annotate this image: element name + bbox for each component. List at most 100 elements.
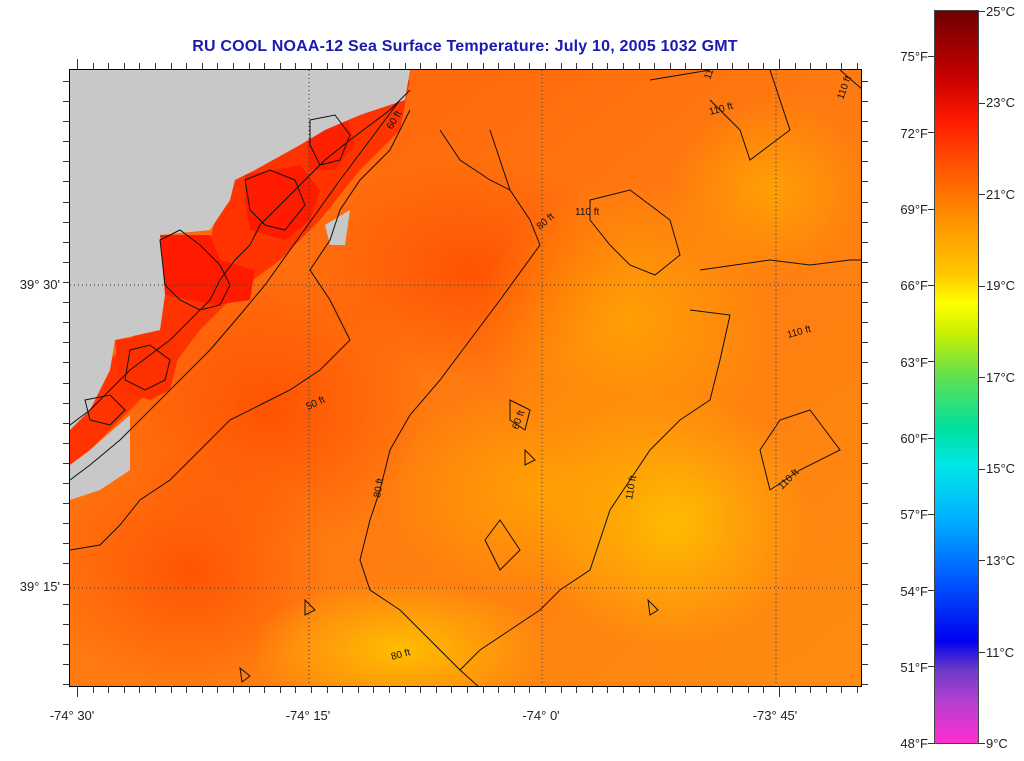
lat-tick xyxy=(63,222,69,223)
graticule xyxy=(70,70,861,686)
lon-tick xyxy=(139,687,140,693)
colorbar-label-celsius: 21°C xyxy=(986,187,1016,202)
colorbar-label-fahrenheit: 75°F xyxy=(900,49,928,64)
lon-tick xyxy=(186,687,187,693)
colorbar-label-fahrenheit: 72°F xyxy=(900,126,928,141)
colorbar-tick xyxy=(979,286,985,287)
lat-tick xyxy=(862,302,868,303)
cool-patch xyxy=(670,100,861,280)
lat-tick xyxy=(63,523,69,524)
coastline xyxy=(70,89,411,481)
lon-tick xyxy=(639,63,640,69)
lon-tick xyxy=(155,687,156,693)
lon-tick xyxy=(592,687,593,693)
lon-tick xyxy=(748,687,749,693)
lon-tick xyxy=(77,687,78,697)
lon-tick xyxy=(233,687,234,693)
lon-tick xyxy=(795,687,796,693)
lon-tick xyxy=(561,687,562,693)
lat-tick xyxy=(63,624,69,625)
lat-tick xyxy=(862,483,868,484)
lon-tick xyxy=(249,63,250,69)
lat-tick xyxy=(862,443,868,444)
lon-tick xyxy=(732,63,733,69)
colorbar-label-fahrenheit: 54°F xyxy=(900,584,928,599)
lon-tick xyxy=(639,687,640,693)
temperature-colorbar xyxy=(934,10,979,744)
lon-tick xyxy=(280,687,281,693)
contour-label: 80 ft xyxy=(372,477,386,498)
lon-tick xyxy=(763,63,764,69)
lon-tick xyxy=(93,687,94,693)
lon-tick xyxy=(498,63,499,69)
lon-tick xyxy=(217,687,218,693)
sst-map-canvas: 60 ft 110 ft 110 ft 110 ft 110 ft 80 ft … xyxy=(70,70,861,686)
lon-tick xyxy=(389,687,390,693)
lat-tick xyxy=(862,222,868,223)
lat-tick xyxy=(63,403,69,404)
lat-tick xyxy=(63,262,69,263)
lon-tick xyxy=(592,63,593,69)
lat-tick xyxy=(63,242,69,243)
lon-tick xyxy=(155,63,156,69)
lon-tick xyxy=(701,687,702,693)
land-mass xyxy=(70,70,410,430)
lat-tick xyxy=(63,161,69,162)
lon-tick xyxy=(717,687,718,693)
lon-tick xyxy=(342,687,343,693)
lon-tick xyxy=(342,63,343,69)
lat-tick xyxy=(63,121,69,122)
lat-tick xyxy=(63,664,69,665)
lon-tick xyxy=(327,687,328,693)
lon-tick xyxy=(405,63,406,69)
lat-tick xyxy=(862,403,868,404)
lat-tick xyxy=(63,322,69,323)
lon-tick xyxy=(670,63,671,69)
lon-tick xyxy=(514,63,515,69)
lat-tick xyxy=(862,644,868,645)
lon-tick xyxy=(576,687,577,693)
lat-tick xyxy=(63,342,69,343)
lat-tick xyxy=(63,202,69,203)
lon-tick xyxy=(124,63,125,69)
colorbar-tick xyxy=(928,666,934,667)
lon-tick xyxy=(748,63,749,69)
colorbar-label-celsius: 11°C xyxy=(986,645,1015,660)
colorbar-label-celsius: 25°C xyxy=(986,4,1016,19)
colorbar-tick xyxy=(928,56,934,57)
lon-tick xyxy=(857,63,858,69)
lon-tick xyxy=(93,63,94,69)
land-mass xyxy=(70,415,130,500)
lat-tick xyxy=(63,383,69,384)
lat-tick xyxy=(63,101,69,102)
lon-tick xyxy=(670,687,671,693)
lon-tick xyxy=(498,687,499,693)
lon-tick xyxy=(264,687,265,693)
lat-tick xyxy=(862,161,868,162)
lon-tick xyxy=(623,63,624,69)
colorbar-label-celsius: 9°C xyxy=(986,736,1008,751)
lon-tick xyxy=(841,687,842,693)
lat-tick xyxy=(63,543,69,544)
lat-tick xyxy=(862,503,868,504)
lon-tick xyxy=(545,63,546,69)
lon-tick xyxy=(373,63,374,69)
colorbar-label-fahrenheit: 48°F xyxy=(900,736,928,751)
lon-tick xyxy=(436,687,437,693)
contour-label: 110 ft xyxy=(702,70,721,81)
lon-tick xyxy=(857,687,858,693)
lat-tick xyxy=(862,664,868,665)
lon-tick xyxy=(483,687,484,693)
lon-tick xyxy=(108,63,109,69)
lat-tick xyxy=(63,423,69,424)
lon-tick xyxy=(420,63,421,69)
lon-tick xyxy=(420,687,421,693)
lat-tick xyxy=(862,262,868,263)
lon-tick xyxy=(623,687,624,693)
lat-tick xyxy=(862,523,868,524)
colorbar-label-celsius: 15°C xyxy=(986,461,1016,476)
lon-tick xyxy=(545,687,546,693)
lon-tick xyxy=(607,687,608,693)
colorbar-label-celsius: 17°C xyxy=(986,370,1016,385)
bathymetry-contours xyxy=(70,70,861,686)
